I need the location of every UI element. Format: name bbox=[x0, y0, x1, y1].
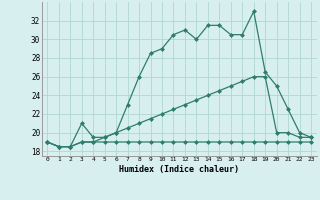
X-axis label: Humidex (Indice chaleur): Humidex (Indice chaleur) bbox=[119, 165, 239, 174]
